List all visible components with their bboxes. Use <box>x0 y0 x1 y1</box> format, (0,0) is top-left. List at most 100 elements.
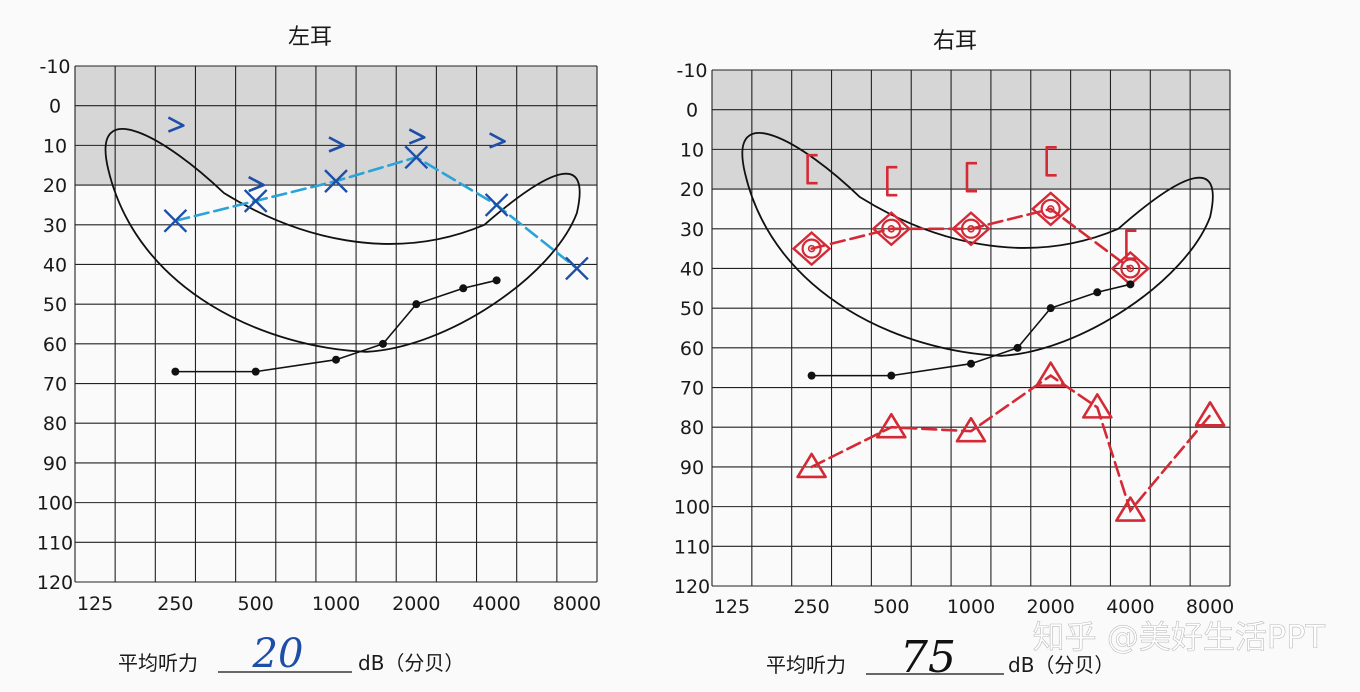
series-red-triangle <box>796 361 1226 522</box>
data-point <box>955 416 987 443</box>
y-tick-label: 120 <box>37 572 73 594</box>
data-point <box>876 412 907 439</box>
data-point <box>412 300 421 309</box>
series-line <box>810 374 1212 514</box>
series-black-dot <box>171 276 501 376</box>
y-tick-label: 70 <box>680 378 704 400</box>
data-point <box>951 211 991 247</box>
watermark: 知乎 @美好生活PPT <box>1033 618 1326 656</box>
chart-title: 左耳 <box>288 25 332 50</box>
data-point <box>1035 361 1066 387</box>
right-ear-audiogram: -10 0 10 20 30 40 50 60 70 80 90 100 110 120 125 250 50… <box>674 29 1234 683</box>
x-tick-label: 125 <box>77 593 113 615</box>
y-tick-label: 120 <box>674 576 710 598</box>
data-point <box>251 367 260 376</box>
series-blue-caret <box>167 116 506 193</box>
data-point <box>408 128 426 145</box>
data-point <box>248 175 265 193</box>
data-point <box>565 256 589 281</box>
y-tick-label: 110 <box>674 536 710 558</box>
series-black-dot <box>807 280 1135 380</box>
average-hearing-value: 75 <box>900 632 956 683</box>
speech-banana-outline <box>741 132 1214 357</box>
unit-label: dB（分贝） <box>1008 653 1114 677</box>
average-hearing-label: 平均听力 <box>766 653 846 677</box>
left-ear-audiogram: -10 0 10 20 30 40 50 60 70 80 90 100 110 120 125 250 50… <box>37 25 601 677</box>
data-point <box>243 189 268 213</box>
speech-banana-path <box>741 132 1214 357</box>
data-point <box>965 161 977 193</box>
data-point <box>1194 401 1226 427</box>
data-point <box>871 211 912 247</box>
x-tick-label: 4000 <box>472 593 520 615</box>
data-point <box>1115 496 1146 522</box>
data-point <box>1046 304 1055 313</box>
y-tick-label: 80 <box>43 413 67 435</box>
unit-label: dB（分贝） <box>358 651 464 675</box>
average-hearing-value: 20 <box>252 631 304 677</box>
x-tick-label: 2000 <box>1027 596 1075 618</box>
data-point <box>1045 145 1057 177</box>
y-tick-label: 0 <box>686 100 698 122</box>
y-tick-label: 70 <box>43 374 67 396</box>
data-series <box>163 116 589 376</box>
y-tick-labels: -10 0 10 20 30 40 50 60 70 80 90 100 110 120 <box>674 60 710 598</box>
data-point <box>1093 288 1102 297</box>
y-tick-label: 60 <box>43 334 67 356</box>
y-tick-label: 90 <box>43 453 67 475</box>
y-tick-label: 100 <box>674 497 710 519</box>
y-tick-label: 20 <box>43 175 67 197</box>
data-point <box>886 165 898 197</box>
y-tick-label: 10 <box>43 135 67 157</box>
data-point <box>324 169 348 193</box>
data-point <box>328 136 346 153</box>
x-tick-label: 500 <box>238 593 274 615</box>
x-tick-label: 250 <box>157 593 193 615</box>
data-point <box>484 193 509 217</box>
y-tick-label: 40 <box>680 258 704 280</box>
data-point <box>1013 343 1022 352</box>
y-tick-label: 100 <box>37 493 73 515</box>
normal-hearing-band <box>712 70 1230 190</box>
y-tick-label: 90 <box>680 457 704 479</box>
x-tick-label: 1000 <box>312 593 360 615</box>
x-tick-label: 250 <box>793 596 829 618</box>
y-tick-labels: -10 0 10 20 30 40 50 60 70 80 90 100 110 120 <box>37 56 73 594</box>
data-point <box>806 153 818 185</box>
y-tick-label: 60 <box>680 338 704 360</box>
data-point <box>1126 280 1135 289</box>
data-point <box>332 355 340 364</box>
y-tick-label: 10 <box>680 139 704 161</box>
data-point <box>1030 191 1071 227</box>
x-tick-label: 1000 <box>947 596 995 618</box>
data-point <box>1125 229 1137 260</box>
series-red-circle-diamond <box>791 191 1151 287</box>
data-point <box>791 231 832 267</box>
data-point <box>887 371 896 380</box>
speech-banana-outline <box>104 128 581 353</box>
data-point <box>167 116 185 133</box>
x-tick-label: 4000 <box>1106 596 1154 618</box>
data-point <box>171 367 180 376</box>
y-tick-label: 0 <box>49 96 61 118</box>
series-red-bracket <box>806 145 1137 260</box>
normal-hearing-band <box>75 66 597 186</box>
data-point <box>378 339 387 348</box>
y-tick-label: 30 <box>43 215 67 237</box>
series-line <box>810 207 1132 270</box>
x-tick-labels: 125 250 500 1000 2000 4000 8000 <box>714 596 1234 618</box>
x-tick-labels: 125 250 500 1000 2000 4000 8000 <box>77 593 601 615</box>
series-blue-x <box>163 145 589 281</box>
y-tick-label: 20 <box>680 179 704 201</box>
chart-title: 右耳 <box>933 29 977 54</box>
y-tick-label: -10 <box>676 60 707 82</box>
series-line <box>174 155 579 270</box>
data-point <box>1082 393 1113 419</box>
data-point <box>163 208 188 233</box>
y-tick-label: 30 <box>680 219 704 241</box>
data-point <box>489 132 506 149</box>
speech-banana-path <box>104 128 581 353</box>
average-hearing-label: 平均听力 <box>118 651 198 675</box>
y-tick-label: 110 <box>37 532 73 554</box>
